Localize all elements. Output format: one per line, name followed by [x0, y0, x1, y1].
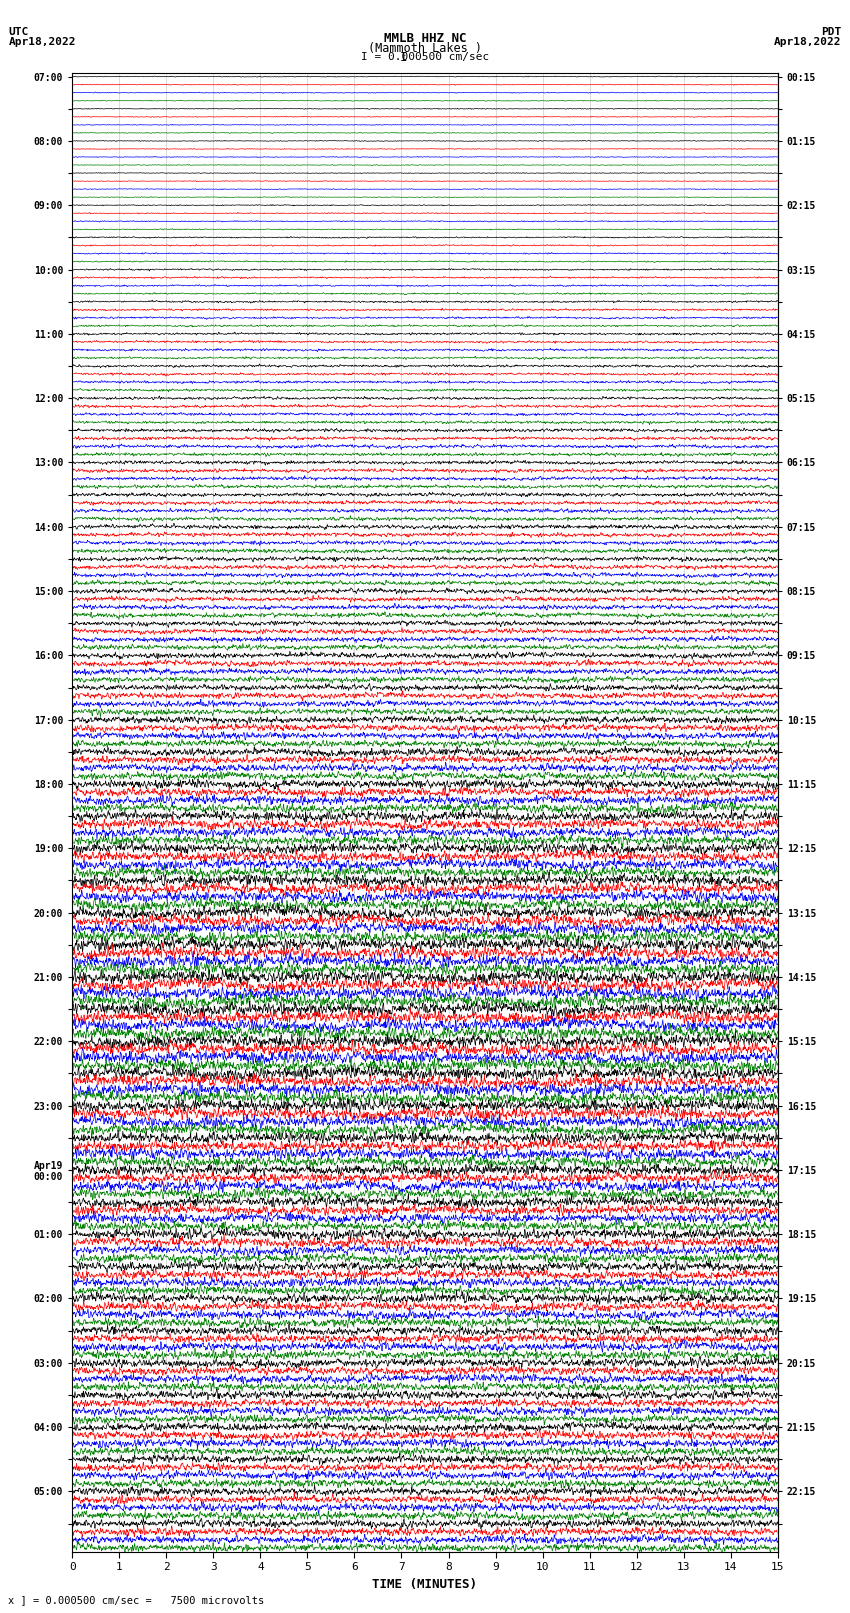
- Text: Apr18,2022: Apr18,2022: [8, 37, 76, 47]
- Text: (Mammoth Lakes ): (Mammoth Lakes ): [368, 42, 482, 55]
- Text: x ] = 0.000500 cm/sec =   7500 microvolts: x ] = 0.000500 cm/sec = 7500 microvolts: [8, 1595, 264, 1605]
- Text: Apr18,2022: Apr18,2022: [774, 37, 842, 47]
- Text: PDT: PDT: [821, 27, 842, 37]
- Text: I: I: [400, 50, 407, 65]
- X-axis label: TIME (MINUTES): TIME (MINUTES): [372, 1578, 478, 1590]
- Text: MMLB HHZ NC: MMLB HHZ NC: [383, 32, 467, 45]
- Text: UTC: UTC: [8, 27, 29, 37]
- Text: I = 0.000500 cm/sec: I = 0.000500 cm/sec: [361, 52, 489, 61]
